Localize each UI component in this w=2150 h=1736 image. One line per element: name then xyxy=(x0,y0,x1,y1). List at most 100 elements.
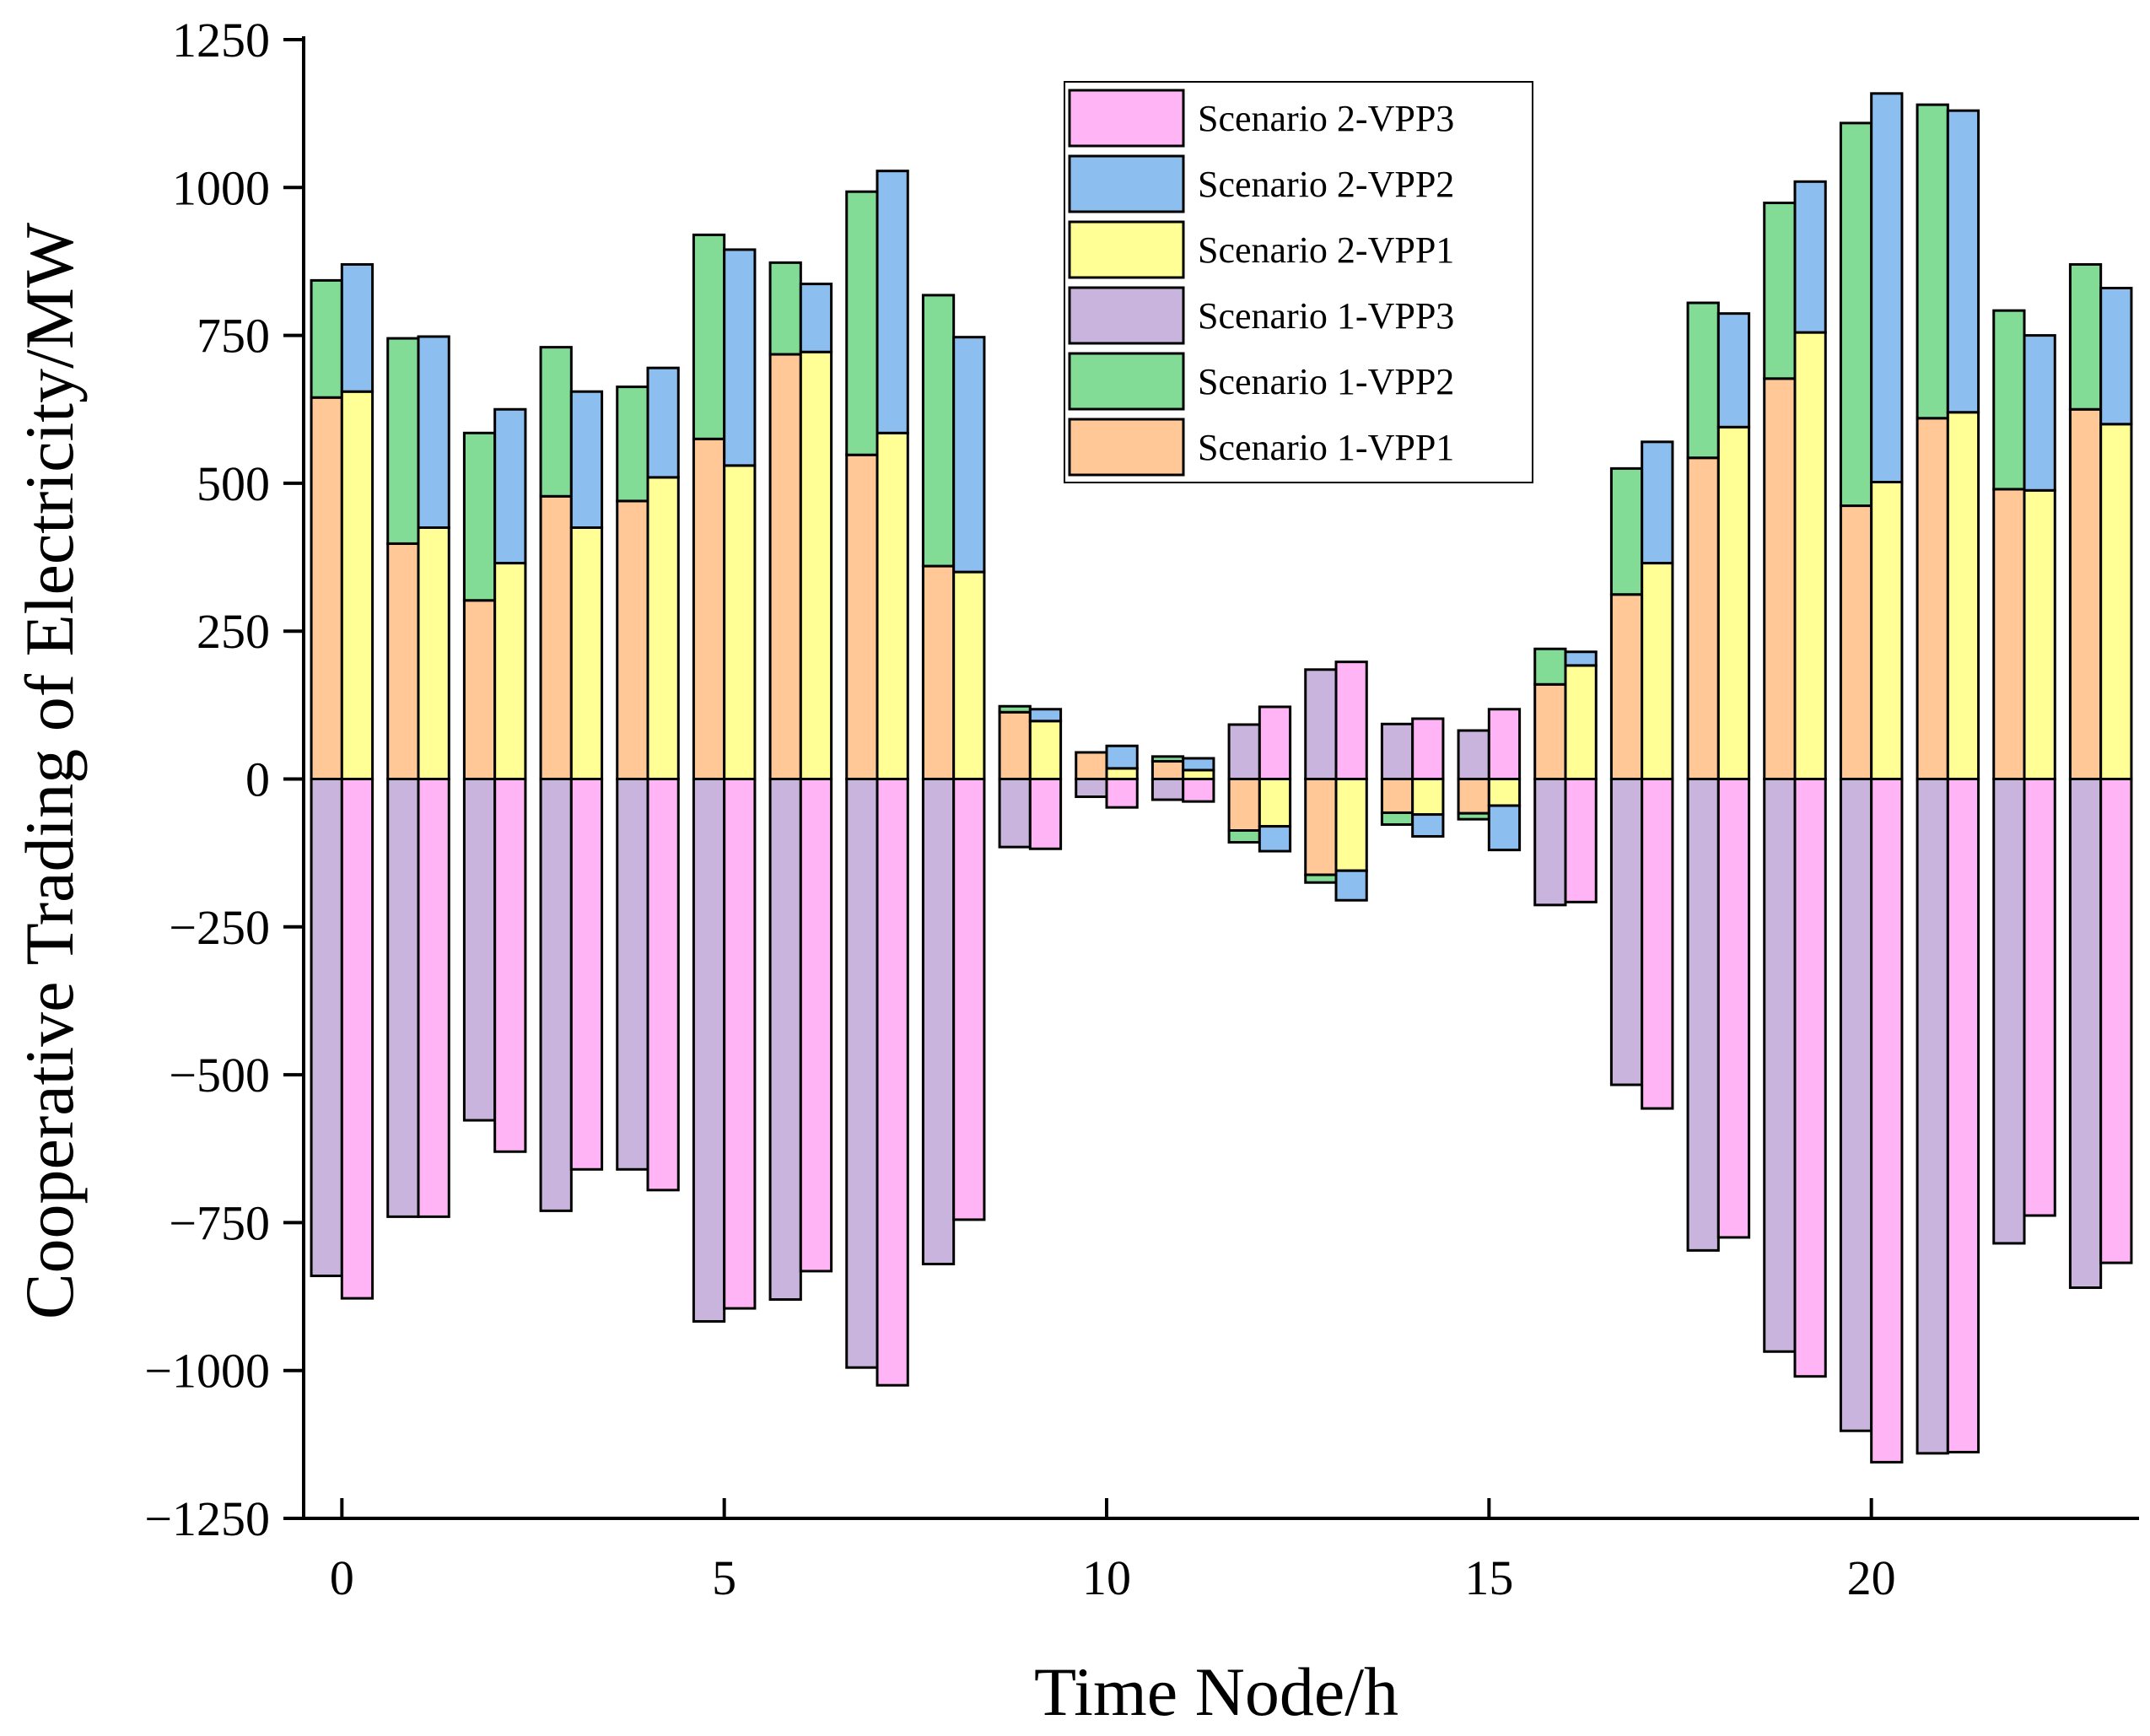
bar-scenario-2-vpp1-h19 xyxy=(1793,331,1827,780)
bar-scenario-1-vpp1-h10 xyxy=(1075,751,1108,781)
bar-scenario-1-vpp3-h0 xyxy=(310,778,343,1278)
bar-scenario-2-vpp3-h14 xyxy=(1411,717,1445,780)
bar-scenario-1-vpp2-h2 xyxy=(462,431,497,602)
y-tick-label: −1250 xyxy=(144,1491,270,1546)
bar-scenario-1-vpp1-h17 xyxy=(1609,593,1644,780)
bar-scenario-1-vpp2-h21 xyxy=(1916,103,1949,420)
bar-scenario-1-vpp3-h18 xyxy=(1686,778,1720,1252)
legend-box xyxy=(1064,81,1533,483)
bar-scenario-2-vpp2-h3 xyxy=(569,390,604,529)
bar-scenario-2-vpp3-h21 xyxy=(1946,778,1980,1453)
bar-scenario-2-vpp3-h4 xyxy=(646,778,680,1192)
bar-scenario-2-vpp2-h0 xyxy=(340,262,374,393)
bar-scenario-1-vpp1-h0 xyxy=(310,396,343,780)
legend-swatch-scenario-1-vpp3 xyxy=(1068,286,1185,345)
bar-scenario-2-vpp2-h7 xyxy=(876,170,909,434)
bar-scenario-1-vpp2-h4 xyxy=(616,385,649,503)
bar-scenario-1-vpp3-h16 xyxy=(1533,778,1567,907)
bar-scenario-2-vpp2-h20 xyxy=(1870,92,1904,483)
bar-scenario-1-vpp1-h4 xyxy=(616,499,649,780)
bar-scenario-1-vpp2-h16 xyxy=(1533,647,1567,686)
bar-scenario-2-vpp2-h10 xyxy=(1105,744,1139,770)
bar-scenario-1-vpp2-h6 xyxy=(768,261,802,356)
bar-scenario-1-vpp2-h13 xyxy=(1304,873,1338,884)
bar-scenario-1-vpp3-h22 xyxy=(1992,778,2026,1245)
bar-scenario-2-vpp2-h1 xyxy=(417,335,450,529)
legend-swatch-scenario-2-vpp1 xyxy=(1068,220,1185,279)
bar-scenario-1-vpp1-h12 xyxy=(1227,778,1261,832)
bar-scenario-2-vpp1-h20 xyxy=(1870,481,1904,780)
bar-scenario-1-vpp2-h19 xyxy=(1763,202,1797,380)
bar-scenario-1-vpp3-h8 xyxy=(921,778,956,1265)
bar-scenario-2-vpp1-h18 xyxy=(1716,425,1751,780)
bar-scenario-1-vpp1-h18 xyxy=(1686,456,1720,780)
bar-scenario-1-vpp3-h13 xyxy=(1304,668,1338,781)
bar-scenario-1-vpp2-h7 xyxy=(845,190,879,456)
bar-scenario-1-vpp3-h1 xyxy=(386,778,420,1218)
bar-scenario-1-vpp1-h21 xyxy=(1916,417,1949,780)
bar-scenario-1-vpp3-h6 xyxy=(768,778,802,1302)
bar-scenario-2-vpp3-h3 xyxy=(569,778,604,1171)
legend-label-scenario-2-vpp3: Scenario 2-VPP3 xyxy=(1198,98,1454,139)
bar-scenario-2-vpp1-h9 xyxy=(1028,720,1063,781)
bar-scenario-2-vpp2-h13 xyxy=(1334,869,1368,902)
bar-scenario-1-vpp1-h7 xyxy=(845,453,879,780)
bar-scenario-2-vpp1-h17 xyxy=(1641,562,1674,780)
bar-scenario-1-vpp3-h14 xyxy=(1380,722,1414,780)
bar-scenario-2-vpp1-h3 xyxy=(569,526,604,780)
bar-scenario-1-vpp3-h5 xyxy=(692,778,726,1323)
bar-scenario-1-vpp3-h4 xyxy=(616,778,649,1171)
bar-scenario-2-vpp3-h16 xyxy=(1564,778,1598,903)
bar-scenario-1-vpp1-h8 xyxy=(921,564,956,780)
x-axis-title: Time Node/h xyxy=(1034,1653,1398,1730)
bar-scenario-2-vpp1-h4 xyxy=(646,476,680,780)
bar-scenario-1-vpp2-h9 xyxy=(998,704,1032,714)
bar-scenario-1-vpp3-h7 xyxy=(845,778,879,1369)
bar-scenario-1-vpp3-h11 xyxy=(1150,778,1185,801)
bar-scenario-2-vpp3-h8 xyxy=(952,778,986,1221)
legend: Scenario 2-VPP3 Scenario 2-VPP2 Scenario 2… xyxy=(1064,81,1533,483)
bar-scenario-2-vpp2-h9 xyxy=(1028,708,1063,723)
legend-label-scenario-1-vpp1: Scenario 1-VPP1 xyxy=(1198,427,1454,468)
bar-scenario-1-vpp3-h3 xyxy=(539,778,573,1212)
bar-scenario-2-vpp3-h12 xyxy=(1258,705,1292,781)
bar-scenario-1-vpp3-h19 xyxy=(1763,778,1797,1353)
bar-scenario-2-vpp3-h15 xyxy=(1487,708,1522,781)
bar-scenario-2-vpp1-h22 xyxy=(2023,488,2056,780)
bar-scenario-1-vpp2-h3 xyxy=(539,346,573,498)
bar-scenario-1-vpp2-h18 xyxy=(1686,301,1720,460)
bar-scenario-2-vpp3-h0 xyxy=(340,778,374,1300)
y-tick-label: 1250 xyxy=(172,13,270,67)
bar-scenario-1-vpp2-h22 xyxy=(1992,309,2026,491)
legend-label-scenario-1-vpp3: Scenario 1-VPP3 xyxy=(1198,295,1454,337)
bar-scenario-1-vpp1-h3 xyxy=(539,494,573,781)
y-tick-label: −1000 xyxy=(144,1344,270,1399)
bar-scenario-1-vpp1-h15 xyxy=(1457,778,1490,815)
bar-scenario-2-vpp3-h22 xyxy=(2023,778,2056,1217)
legend-swatch-scenario-1-vpp2 xyxy=(1068,352,1185,411)
bar-scenario-1-vpp2-h15 xyxy=(1457,811,1490,821)
bar-scenario-1-vpp1-h19 xyxy=(1763,377,1797,780)
bar-scenario-2-vpp1-h1 xyxy=(417,526,450,780)
bar-scenario-2-vpp2-h2 xyxy=(493,407,527,565)
x-tick-label: 15 xyxy=(1464,1550,1513,1605)
legend-label-scenario-1-vpp2: Scenario 1-VPP2 xyxy=(1198,361,1454,402)
bar-scenario-1-vpp3-h21 xyxy=(1916,778,1949,1455)
bar-scenario-2-vpp3-h19 xyxy=(1793,778,1827,1378)
bar-scenario-1-vpp3-h15 xyxy=(1457,729,1490,780)
bar-scenario-2-vpp2-h8 xyxy=(952,336,986,574)
bar-scenario-1-vpp2-h12 xyxy=(1227,829,1261,844)
y-tick-label: −750 xyxy=(169,1195,270,1250)
bar-scenario-2-vpp1-h8 xyxy=(952,570,986,781)
bar-scenario-2-vpp1-h16 xyxy=(1564,664,1598,780)
bar-scenario-1-vpp2-h0 xyxy=(310,278,343,399)
bar-scenario-1-vpp3-h2 xyxy=(462,778,497,1122)
bar-scenario-2-vpp3-h6 xyxy=(799,778,833,1273)
bar-scenario-2-vpp1-h7 xyxy=(876,431,909,780)
bar-scenario-2-vpp3-h17 xyxy=(1641,778,1674,1110)
bar-scenario-2-vpp1-h21 xyxy=(1946,411,1980,780)
bar-scenario-2-vpp3-h18 xyxy=(1716,778,1751,1239)
bar-scenario-1-vpp1-h23 xyxy=(2068,407,2103,780)
bar-scenario-2-vpp2-h5 xyxy=(723,248,757,467)
bar-scenario-2-vpp3-h11 xyxy=(1182,778,1215,803)
